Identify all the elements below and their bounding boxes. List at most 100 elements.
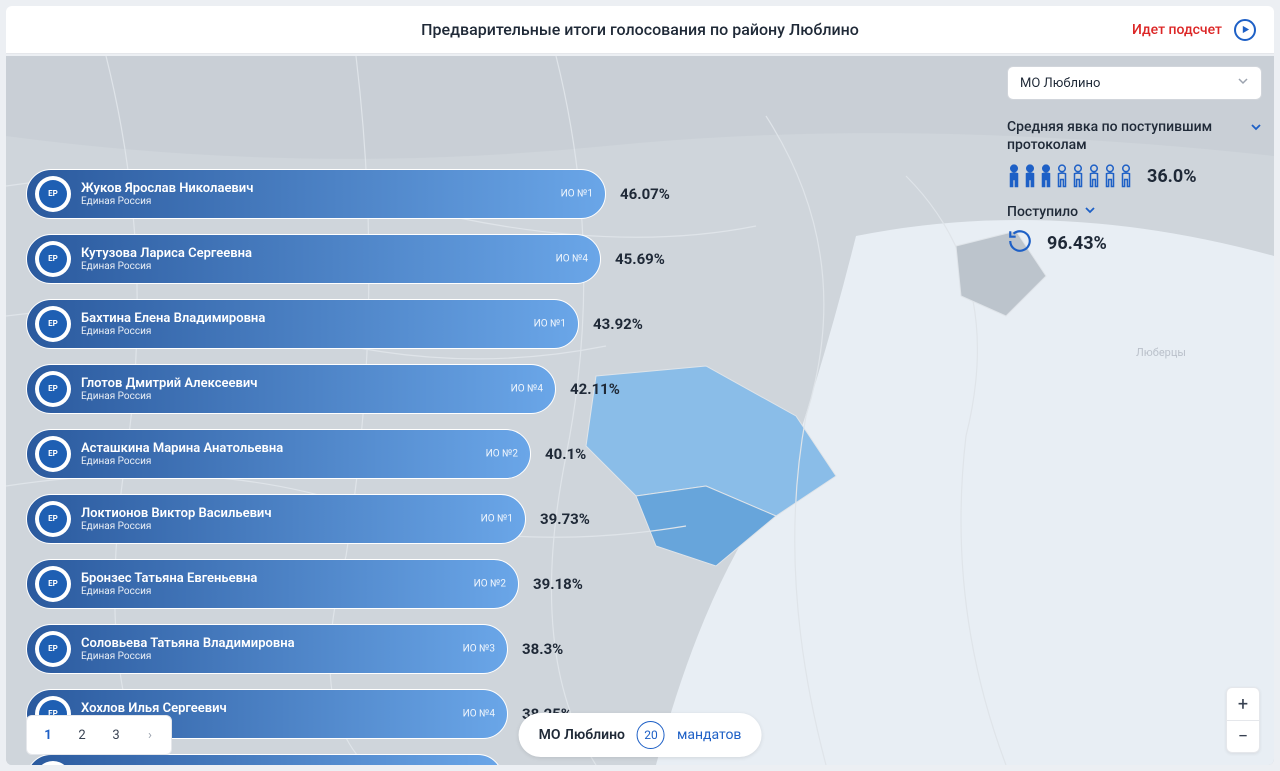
pager: 123› — [26, 715, 172, 755]
party-logo-icon: ЕР — [35, 371, 71, 407]
person-icon — [1007, 164, 1021, 188]
header: Предварительные итоги голосования по рай… — [6, 6, 1274, 54]
candidate-row[interactable]: ЕР Глотов Дмитрий Алексеевич Единая Росс… — [26, 361, 686, 416]
candidate-row[interactable]: ЕР Кутузова Лариса Сергеевна Единая Росс… — [26, 231, 686, 286]
candidate-row[interactable]: ЕР Бронзес Татьяна Евгеньевна Единая Рос… — [26, 556, 686, 611]
pager-next-icon[interactable]: › — [135, 720, 165, 750]
received-label: Поступило — [1007, 204, 1078, 220]
candidate-name: Соловьева Татьяна Владимировна — [81, 636, 295, 651]
person-icon — [1071, 164, 1085, 188]
turnout-people-icons — [1007, 164, 1133, 188]
refresh-icon — [1007, 228, 1033, 258]
candidate-name: Хохлов Илья Сергеевич — [81, 701, 227, 716]
candidate-text: Асташкина Марина Анатольевна Единая Росс… — [81, 441, 283, 467]
candidate-party: Единая Россия — [81, 196, 253, 207]
page-title: Предварительные итоги голосования по рай… — [421, 20, 859, 39]
candidate-district: ИО №2 — [486, 448, 518, 459]
party-logo-icon: ЕР — [35, 436, 71, 472]
candidate-name: Асташкина Марина Анатольевна — [81, 441, 283, 456]
candidate-percent: 45.69% — [615, 250, 665, 268]
candidate-text: Жуков Ярослав Николаевич Единая Россия — [81, 181, 253, 207]
candidate-party: Единая Россия — [81, 391, 257, 402]
candidate-district: ИО №3 — [463, 643, 495, 654]
chevron-down-icon[interactable] — [1084, 204, 1096, 220]
candidate-district: ИО №4 — [511, 383, 543, 394]
person-icon — [1023, 164, 1037, 188]
candidate-percent: 38.3% — [522, 640, 563, 658]
zoom-control: + − — [1226, 687, 1260, 753]
person-icon — [1055, 164, 1069, 188]
candidate-district: ИО №1 — [561, 188, 593, 199]
candidate-party: Единая Россия — [81, 521, 272, 532]
candidate-name: Кутузова Лариса Сергеевна — [81, 246, 252, 261]
candidate-text: Локтионов Виктор Васильевич Единая Росси… — [81, 506, 272, 532]
party-logo-icon: ЕР — [35, 761, 71, 766]
candidate-row[interactable]: ЕР Жуков Ярослав Николаевич Единая Росси… — [26, 166, 686, 221]
candidate-text: Глотов Дмитрий Алексеевич Единая Россия — [81, 376, 257, 402]
candidate-district: ИО №1 — [481, 513, 513, 524]
candidate-text: Кутузова Лариса Сергеевна Единая Россия — [81, 246, 252, 272]
candidate-row[interactable]: ЕР Локтионов Виктор Васильевич Единая Ро… — [26, 491, 686, 546]
candidate-party: Единая Россия — [81, 456, 283, 467]
candidate-list: ЕР Жуков Ярослав Николаевич Единая Росси… — [26, 166, 686, 765]
candidate-district: ИО №4 — [463, 708, 495, 719]
person-icon — [1087, 164, 1101, 188]
candidate-name: Бронзес Татьяна Евгеньевна — [81, 571, 257, 586]
candidate-name: Локтионов Виктор Васильевич — [81, 506, 272, 521]
play-icon[interactable] — [1234, 19, 1256, 41]
candidate-percent: 40.1% — [545, 445, 586, 463]
party-logo-icon: ЕР — [35, 631, 71, 667]
candidate-text: Соловьева Татьяна Владимировна Единая Ро… — [81, 636, 295, 662]
zoom-out-button[interactable]: − — [1227, 720, 1259, 752]
party-logo-icon: ЕР — [35, 566, 71, 602]
candidate-name: Глотов Дмитрий Алексеевич — [81, 376, 257, 391]
pager-page[interactable]: 3 — [101, 720, 131, 750]
candidate-row[interactable]: ЕР Асташкина Марина Анатольевна Единая Р… — [26, 426, 686, 481]
district-select[interactable]: МО Люблино — [1007, 66, 1262, 100]
pager-page[interactable]: 1 — [33, 720, 63, 750]
turnout-block: Средняя явка по поступившим протоколам 3… — [1007, 118, 1262, 188]
party-logo-icon: ЕР — [35, 306, 71, 342]
party-logo-icon: ЕР — [35, 241, 71, 277]
candidate-text: Бахтина Елена Владимировна Единая Россия — [81, 311, 265, 337]
chevron-down-icon — [1237, 75, 1249, 91]
candidate-district: ИО №2 — [474, 578, 506, 589]
person-icon — [1039, 164, 1053, 188]
counting-status: Идет подсчет — [1132, 22, 1222, 38]
turnout-title: Средняя явка по поступившим протоколам — [1007, 118, 1250, 154]
candidate-percent: 46.07% — [620, 185, 670, 203]
candidate-party: Единая Россия — [81, 651, 295, 662]
sidebar: МО Люблино Средняя явка по поступившим п… — [1007, 66, 1262, 258]
candidate-percent: 39.73% — [540, 510, 590, 528]
person-icon — [1103, 164, 1117, 188]
person-icon — [1119, 164, 1133, 188]
footer-district: МО Люблино — [539, 727, 625, 743]
received-percent: 96.43% — [1047, 233, 1107, 254]
header-right: Идет подсчет — [1132, 19, 1256, 41]
district-select-value: МО Люблино — [1020, 76, 1100, 91]
footer-pill: МО Люблино 20 мандатов — [519, 713, 762, 757]
candidate-district: ИО №4 — [556, 253, 588, 264]
mandate-count: 20 — [637, 721, 665, 749]
candidate-district: ИО №1 — [534, 318, 566, 329]
candidate-percent: 42.11% — [570, 380, 620, 398]
candidate-row[interactable]: ЕР Бахтина Елена Владимировна Единая Рос… — [26, 296, 686, 351]
candidate-name: Бахтина Елена Владимировна — [81, 311, 265, 326]
party-logo-icon: ЕР — [35, 176, 71, 212]
candidate-party: Единая Россия — [81, 261, 252, 272]
candidate-party: Единая Россия — [81, 586, 257, 597]
zoom-in-button[interactable]: + — [1227, 688, 1259, 720]
candidate-percent: 39.18% — [533, 575, 583, 593]
candidate-name: Жуков Ярослав Николаевич — [81, 181, 253, 196]
party-logo-icon: ЕР — [35, 501, 71, 537]
map-canvas[interactable]: Люберцы ЕР Жуков Ярослав Николаевич Един… — [6, 56, 1274, 765]
turnout-percent: 36.0% — [1147, 166, 1197, 187]
candidate-party: Единая Россия — [81, 326, 265, 337]
candidate-row[interactable]: ЕР Соловьева Татьяна Владимировна Единая… — [26, 621, 686, 676]
pager-page[interactable]: 2 — [67, 720, 97, 750]
mandate-label: мандатов — [677, 727, 741, 743]
candidate-text: Бронзес Татьяна Евгеньевна Единая Россия — [81, 571, 257, 597]
chevron-down-icon[interactable] — [1250, 118, 1262, 137]
candidate-percent: 43.92% — [593, 315, 643, 333]
received-block: Поступило 96.43% — [1007, 204, 1262, 258]
